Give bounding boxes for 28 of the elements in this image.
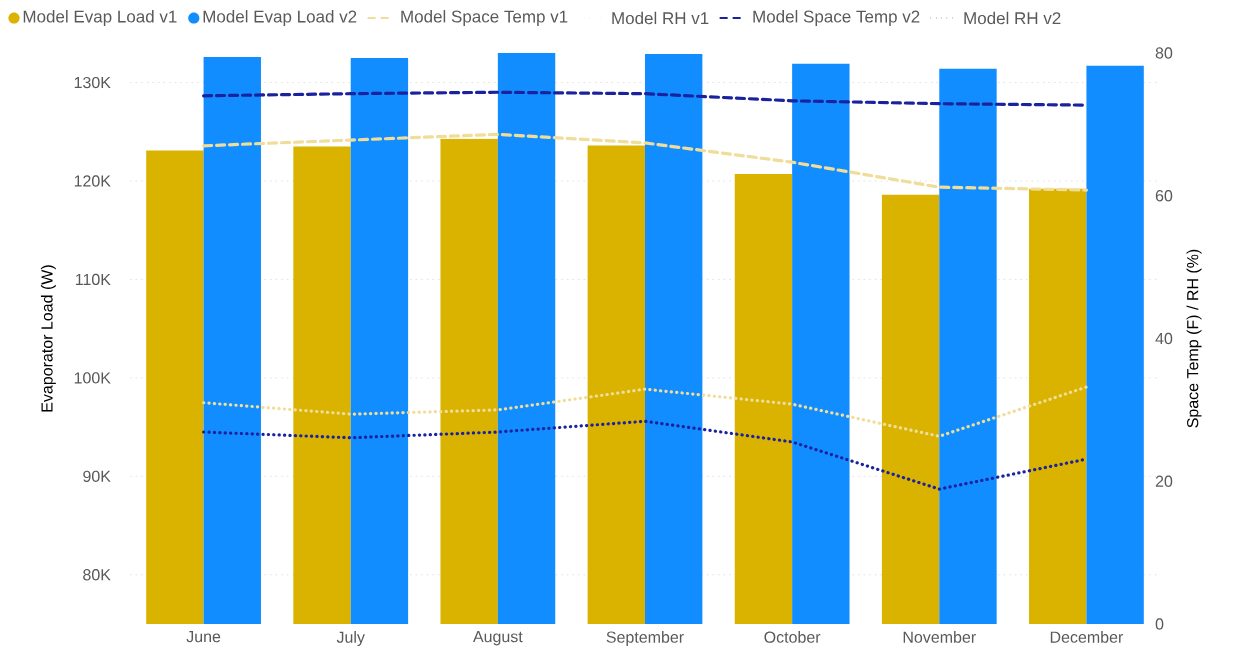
y2-tick-label: 20: [1155, 475, 1173, 487]
legend-label: Model Space Temp v1: [401, 10, 568, 26]
x-tick-label: December: [1050, 631, 1124, 643]
y2-axis-title: Space Temp (F) / RH (%): [1186, 249, 1202, 428]
x-tick-label: September: [606, 631, 684, 646]
x-tick-label: November: [903, 631, 976, 643]
x-tick-label: July: [336, 631, 365, 646]
y-tick-label: 130K: [74, 76, 111, 89]
y-tick-label: 90K: [83, 470, 111, 482]
y2-tick-label: 60: [1155, 190, 1173, 202]
x-tick-label: August: [472, 631, 523, 646]
legend-label: Model Evap Load v1: [23, 10, 177, 26]
y2-tick-label: 40: [1155, 332, 1173, 345]
y-tick-label: 100K: [74, 372, 111, 384]
line-series: [201, 132, 1089, 192]
legend-label: Model RH v1: [612, 11, 709, 25]
y2-tick-label: 0: [1155, 618, 1164, 630]
legend-label: Model Space Temp v2: [753, 10, 920, 26]
legend-label: Model Evap Load v2: [203, 10, 357, 26]
y-axis-title: Evaporator Load (W): [40, 265, 56, 412]
y2-tick-label: 80: [1155, 47, 1173, 59]
y-tick-label: 80K: [83, 569, 111, 581]
y-tick-label: 120K: [74, 175, 111, 187]
line-series: [201, 385, 1089, 438]
legend-label: Model RH v2: [964, 11, 1061, 25]
x-tick-label: October: [764, 631, 821, 643]
x-tick-label: June: [186, 631, 221, 643]
y-tick-label: 110K: [75, 273, 111, 286]
